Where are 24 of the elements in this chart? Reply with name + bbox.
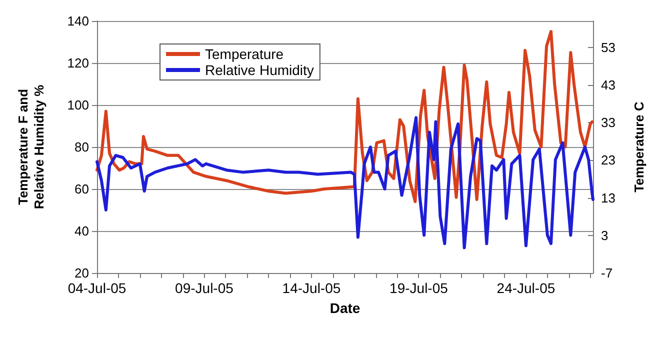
y2-tick-label: 23 xyxy=(601,152,616,168)
x-tick-label: 09-Jul-05 xyxy=(175,280,234,296)
legend-label: Relative Humidity xyxy=(205,62,314,78)
y2-tick-label: -7 xyxy=(601,266,613,280)
x-tick-label: 04-Jul-05 xyxy=(68,280,126,296)
x-axis-title: Date xyxy=(330,300,360,316)
y2-tick-label: 13 xyxy=(601,190,616,206)
y-tick-label: 100 xyxy=(67,98,89,112)
x-tick-label: 24-Jul-05 xyxy=(496,280,556,296)
y2-tick-label: 3 xyxy=(601,228,608,243)
y-axis-title: Temperature F and Relative Humidity % xyxy=(16,84,46,210)
legend-label: Temperature xyxy=(205,46,284,62)
x-tick-label: 14-Jul-05 xyxy=(282,280,341,296)
y-tick-label: 120 xyxy=(67,56,89,70)
y2-tick-label: 33 xyxy=(601,115,616,130)
y-tick-label: 80 xyxy=(74,140,89,154)
y-tick-label: 20 xyxy=(74,266,89,280)
y-tick-label: 40 xyxy=(74,224,89,238)
y-tick-label: 60 xyxy=(74,182,89,196)
y2-tick-label: 43 xyxy=(601,77,616,92)
y2-tick-label: 53 xyxy=(601,40,616,55)
y2-axis-title: Temperature C xyxy=(632,101,646,192)
x-tick-label: 19-Jul-05 xyxy=(390,280,448,296)
y-tick-label: 140 xyxy=(67,14,89,28)
